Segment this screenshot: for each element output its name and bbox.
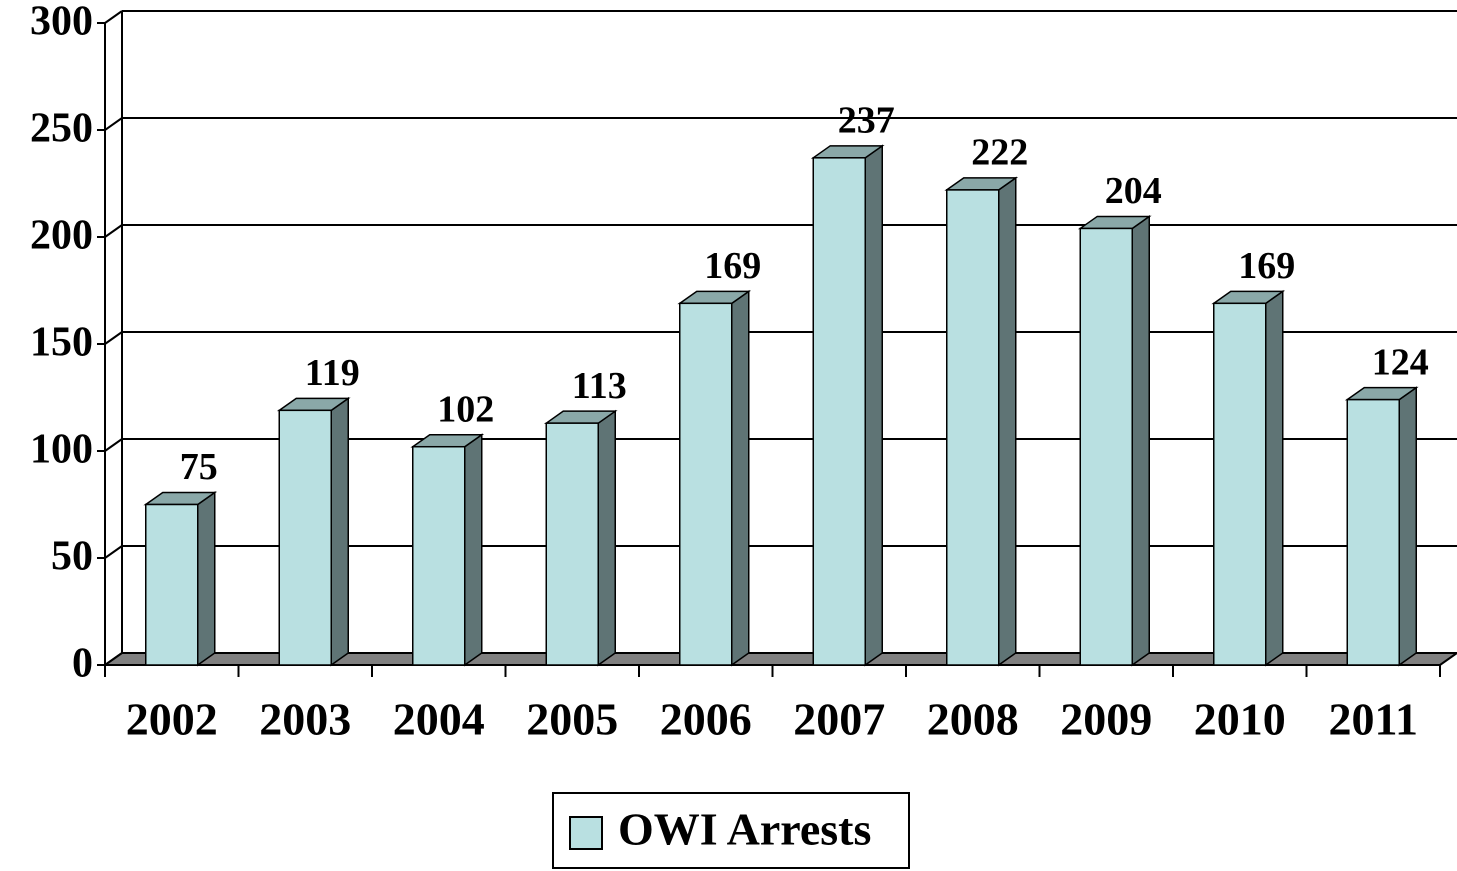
bar <box>1079 227 1133 666</box>
x-tick-label: 2010 <box>1194 694 1286 745</box>
legend-box <box>552 792 910 869</box>
grid-depth <box>104 10 123 24</box>
bar <box>1213 302 1267 666</box>
legend-swatch <box>569 816 603 850</box>
bar-side <box>864 144 883 667</box>
y-tick-label: 200 <box>30 213 93 259</box>
data-label: 119 <box>305 352 360 394</box>
bar <box>145 503 199 666</box>
x-tick-label: 2009 <box>1060 694 1152 745</box>
y-tick-label: 0 <box>72 641 93 687</box>
bar-side <box>597 409 616 667</box>
bar-side <box>197 491 216 667</box>
bar-side <box>1265 289 1284 667</box>
data-label: 169 <box>1238 245 1295 287</box>
data-label: 204 <box>1105 170 1162 212</box>
y-tick-label: 300 <box>30 0 93 45</box>
y-tick-label: 50 <box>51 534 93 580</box>
grid-depth <box>104 224 123 238</box>
x-tick-label: 2006 <box>660 694 752 745</box>
grid-depth <box>104 331 123 345</box>
data-label: 169 <box>704 245 761 287</box>
bar <box>946 189 1000 666</box>
y-tick-label: 150 <box>30 320 93 366</box>
bar-side <box>1398 386 1417 667</box>
x-tick-label: 2004 <box>393 694 485 745</box>
bar <box>278 409 332 666</box>
data-label: 124 <box>1372 341 1429 383</box>
grid-depth <box>104 438 123 452</box>
x-tick-label: 2007 <box>793 694 885 745</box>
x-tick-label: 2002 <box>126 694 218 745</box>
data-label: 237 <box>838 100 895 142</box>
data-label: 102 <box>437 388 494 430</box>
y-tick-label: 100 <box>30 427 93 473</box>
bar-side <box>1131 214 1150 667</box>
x-tick-label: 2003 <box>259 694 351 745</box>
x-tick-label: 2011 <box>1329 694 1418 745</box>
bar <box>1346 398 1400 666</box>
bar-side <box>464 433 483 667</box>
data-label: 75 <box>180 446 218 488</box>
grid-depth <box>104 117 123 131</box>
x-tick-label: 2008 <box>927 694 1019 745</box>
x-tick-label: 2005 <box>526 694 618 745</box>
bar <box>545 422 599 666</box>
bar <box>679 302 733 666</box>
bar-side <box>731 289 750 667</box>
bar <box>812 157 866 666</box>
bar-side <box>330 396 349 667</box>
legend-label: OWI Arrests <box>618 804 871 855</box>
data-label: 113 <box>572 365 627 407</box>
y-tick-label: 250 <box>30 106 93 152</box>
bar <box>412 445 466 666</box>
grid-depth <box>104 545 123 559</box>
data-label: 222 <box>971 132 1028 174</box>
bar-side <box>998 176 1017 667</box>
